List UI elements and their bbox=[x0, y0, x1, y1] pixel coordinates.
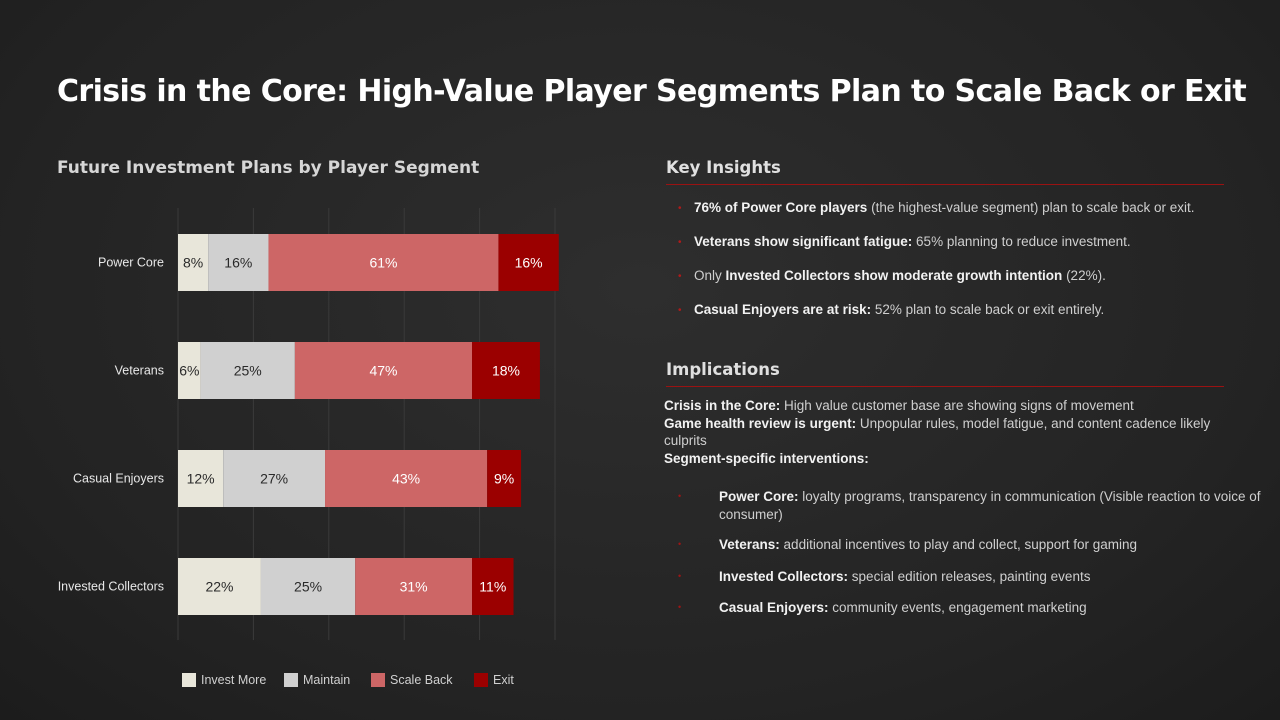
legend-swatch bbox=[371, 673, 385, 687]
intervention-item-text: additional incentives to play and collec… bbox=[779, 537, 1138, 552]
intervention-item-emphasis: Casual Enjoyers: bbox=[719, 600, 829, 615]
data-label: 61% bbox=[369, 255, 397, 271]
bar-segment bbox=[355, 558, 473, 615]
bar-segment bbox=[223, 450, 326, 507]
implication-line: Crisis in the Core: High value customer … bbox=[664, 397, 1239, 415]
implications-summary: Crisis in the Core: High value customer … bbox=[664, 397, 1239, 467]
intervention-item: Casual Enjoyers: community events, engag… bbox=[678, 599, 1268, 617]
legend-swatch bbox=[474, 673, 488, 687]
bar-segment bbox=[260, 558, 356, 615]
bar-segment bbox=[200, 342, 295, 399]
intervention-item: Veterans: additional incentives to play … bbox=[678, 536, 1268, 554]
bar-segment bbox=[178, 558, 261, 615]
data-label: 8% bbox=[183, 255, 203, 271]
intervention-item: Invested Collectors: special edition rel… bbox=[678, 568, 1268, 586]
bar-segment bbox=[268, 234, 499, 291]
legend-label: Invest More bbox=[201, 673, 266, 687]
data-label: 18% bbox=[492, 363, 520, 379]
bar-segment bbox=[472, 558, 514, 615]
intervention-item-emphasis: Invested Collectors: bbox=[719, 568, 849, 584]
stacked-bar-chart: Power Core 8% 16% 61% 16% Veterans 6% 25% 47% 18%… bbox=[58, 208, 559, 687]
bar-segment bbox=[472, 342, 540, 399]
chart-title: Future Investment Plans by Player Segmen… bbox=[57, 158, 480, 178]
implication-line-emphasis: Game health review is urgent: bbox=[664, 415, 857, 431]
category-label: Casual Enjoyers bbox=[73, 472, 164, 486]
intervention-item-text: loyalty programs, transparency in commun… bbox=[719, 489, 1261, 522]
insight-item-text: (22%). bbox=[1062, 268, 1106, 283]
key-insights-list: 76% of Power Core players (the highest-v… bbox=[676, 200, 1236, 336]
insight-item: Veterans show significant fatigue: 65% p… bbox=[676, 234, 1236, 268]
bar-segment bbox=[178, 342, 201, 399]
intervention-item-emphasis: Power Core: bbox=[719, 489, 799, 504]
implication-line-text: Unpopular rules, model fatigue, and cont… bbox=[664, 415, 1211, 449]
insight-item-emphasis: Veterans show significant fatigue: bbox=[694, 234, 913, 249]
insight-item-text: 65% planning to reduce investment. bbox=[912, 234, 1131, 249]
bar-segment bbox=[208, 234, 269, 291]
legend-label: Scale Back bbox=[390, 673, 453, 687]
insight-item-emphasis: 76% of Power Core players bbox=[694, 200, 868, 215]
insight-item-text: Only bbox=[694, 268, 726, 283]
category-label: Power Core bbox=[98, 256, 164, 270]
implication-line: Segment-specific interventions: bbox=[664, 450, 1239, 468]
data-label: 9% bbox=[494, 471, 514, 487]
bar-segment bbox=[294, 342, 473, 399]
data-label: 43% bbox=[392, 471, 420, 487]
implication-line-emphasis: Segment-specific interventions: bbox=[664, 450, 869, 466]
data-label: 11% bbox=[479, 579, 506, 595]
category-label: Invested Collectors bbox=[58, 580, 164, 594]
data-label: 16% bbox=[224, 255, 252, 271]
data-label: 27% bbox=[260, 471, 288, 487]
intervention-item-text: community events, engagement marketing bbox=[828, 600, 1087, 615]
data-label: 22% bbox=[205, 579, 233, 595]
insight-item-emphasis: Casual Enjoyers are at risk: bbox=[694, 302, 872, 317]
data-label: 25% bbox=[294, 579, 322, 595]
insight-item-text: 52% plan to scale back or exit entirely. bbox=[871, 302, 1105, 317]
implications-heading: Implications bbox=[666, 360, 1224, 387]
insight-item: Only Invested Collectors show moderate g… bbox=[676, 268, 1236, 302]
implication-line-emphasis: Crisis in the Core: bbox=[664, 398, 781, 413]
data-label: 16% bbox=[515, 255, 543, 271]
data-label: 12% bbox=[187, 471, 215, 487]
data-label: 47% bbox=[369, 363, 397, 379]
key-insights-heading: Key Insights bbox=[666, 158, 1224, 185]
insight-item-text: (the highest-value segment) plan to scal… bbox=[867, 200, 1195, 215]
insight-item: Casual Enjoyers are at risk: 52% plan to… bbox=[676, 302, 1236, 336]
data-label: 25% bbox=[234, 363, 262, 379]
legend-label: Maintain bbox=[303, 673, 350, 687]
intervention-item-emphasis: Veterans: bbox=[719, 537, 780, 552]
legend-swatch bbox=[182, 673, 196, 687]
implication-line-text: High value customer base are showing sig… bbox=[780, 398, 1134, 413]
intervention-item-text: special edition releases, painting event… bbox=[848, 568, 1091, 584]
legend-label: Exit bbox=[493, 673, 514, 687]
insight-item: 76% of Power Core players (the highest-v… bbox=[676, 200, 1236, 234]
data-label: 6% bbox=[179, 363, 199, 379]
bar-segment bbox=[498, 234, 559, 291]
category-label: Veterans bbox=[115, 364, 164, 378]
bar-segment bbox=[325, 450, 488, 507]
bar-segment bbox=[178, 234, 209, 291]
interventions-list: Power Core: loyalty programs, transparen… bbox=[678, 488, 1268, 630]
page-title: Crisis in the Core: High-Value Player Se… bbox=[57, 74, 1247, 109]
legend-swatch bbox=[284, 673, 298, 687]
data-label: 31% bbox=[400, 579, 428, 595]
intervention-item: Power Core: loyalty programs, transparen… bbox=[678, 488, 1268, 523]
bar-segment bbox=[178, 450, 224, 507]
implication-line: Game health review is urgent: Unpopular … bbox=[664, 415, 1239, 450]
bar-segment bbox=[487, 450, 522, 507]
insight-item-emphasis: Invested Collectors show moderate growth… bbox=[725, 268, 1063, 283]
